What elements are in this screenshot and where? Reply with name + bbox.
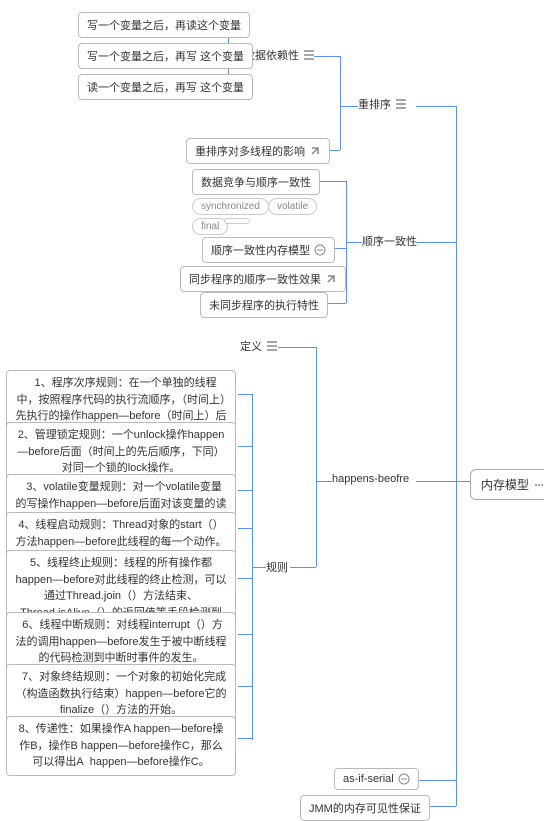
rule-3: 4、线程启动规则：Thread对象的start（）方法happen—before… bbox=[6, 512, 236, 555]
connector bbox=[278, 347, 316, 348]
leaf-text: 数据竞争与顺序一致性 bbox=[201, 174, 311, 190]
rule-7: 8、传递性：如果操作A happen—before操作B，操作B happen—… bbox=[6, 716, 236, 776]
rule-1: 2、管理锁定规则：一个unlock操作happen—before后面（时间上的先… bbox=[6, 422, 236, 482]
tag-empty bbox=[224, 218, 250, 224]
tag-text: final bbox=[201, 221, 219, 232]
hb-label: happens-beofre bbox=[332, 473, 409, 485]
root-label: 内存模型 bbox=[481, 476, 529, 493]
leaf-definition[interactable]: 定义 bbox=[240, 338, 278, 354]
leaf-text: as-if-serial bbox=[343, 773, 394, 785]
connector bbox=[416, 106, 456, 107]
rule-text: 7、对象终结规则：一个对象的初始化完成（构造函数执行结束）happen—befo… bbox=[15, 669, 227, 719]
connector bbox=[238, 686, 252, 687]
tag-final: final bbox=[192, 218, 228, 235]
connector bbox=[238, 394, 252, 395]
rules-label: 规则 bbox=[266, 559, 288, 575]
leaf-unsync: 未同步程序的执行特性 bbox=[200, 292, 328, 318]
minus-icon[interactable] bbox=[398, 773, 410, 785]
leaf-text: 同步程序的顺序一致性效果 bbox=[189, 271, 321, 287]
rule-text: 4、线程启动规则：Thread对象的start（）方法happen—before… bbox=[15, 517, 227, 550]
leaf-asif[interactable]: as-if-serial bbox=[334, 768, 419, 790]
connector bbox=[252, 567, 266, 568]
leaf-race: 数据竞争与顺序一致性 bbox=[192, 169, 320, 195]
leaf-text: 重排序对多线程的影响 bbox=[195, 143, 305, 159]
connector bbox=[238, 446, 252, 447]
rule-5: 6、线程中断规则：对线程interrupt（）方法的调用happen—befor… bbox=[6, 612, 236, 672]
connector bbox=[238, 528, 252, 529]
menu-icon bbox=[266, 340, 278, 352]
rule-text: 8、传递性：如果操作A happen—before操作B，操作B happen—… bbox=[15, 721, 227, 771]
leaf-dd-2: 读一个变量之后，再写 这个变量 bbox=[78, 74, 253, 100]
connector bbox=[346, 242, 362, 243]
connector bbox=[238, 634, 252, 635]
connector bbox=[314, 56, 340, 57]
leaf-text: 写一个变量之后，再写 这个变量 bbox=[87, 48, 244, 64]
connector bbox=[238, 490, 252, 491]
tag-text: synchronized bbox=[201, 201, 260, 212]
tag-sync: synchronized bbox=[192, 198, 269, 215]
leaf-seqmodel[interactable]: 顺序一致性内存模型 bbox=[202, 237, 335, 263]
connector bbox=[456, 106, 457, 782]
connector bbox=[416, 780, 456, 781]
connector bbox=[340, 56, 341, 150]
leaf-text: 写一个变量之后，再读这个变量 bbox=[87, 17, 241, 33]
minus-icon[interactable] bbox=[314, 244, 326, 256]
rule-text: 2、管理锁定规则：一个unlock操作happen—before后面（时间上的先… bbox=[15, 427, 227, 477]
connector bbox=[290, 567, 316, 568]
seq-label: 顺序一致性 bbox=[362, 233, 417, 249]
leaf-dd-1: 写一个变量之后，再写 这个变量 bbox=[78, 43, 253, 69]
rule-text: 6、线程中断规则：对线程interrupt（）方法的调用happen—befor… bbox=[15, 617, 227, 667]
connector bbox=[456, 481, 470, 482]
more-icon bbox=[533, 479, 544, 491]
leaf-text: 顺序一致性内存模型 bbox=[211, 242, 310, 258]
connector bbox=[316, 347, 317, 567]
connector bbox=[416, 481, 456, 482]
leaf-dd-0: 写一个变量之后，再读这个变量 bbox=[78, 12, 250, 38]
rule-6: 7、对象终结规则：一个对象的初始化完成（构造函数执行结束）happen—befo… bbox=[6, 664, 236, 724]
leaf-jmm: JMM的内存可见性保证 bbox=[300, 795, 430, 821]
menu-icon bbox=[395, 98, 407, 110]
root-node[interactable]: 内存模型 bbox=[470, 469, 544, 500]
branch-hb[interactable]: happens-beofre bbox=[332, 473, 409, 485]
external-icon bbox=[325, 273, 337, 285]
connector bbox=[238, 738, 252, 739]
branch-data-dep[interactable]: 数据依赖性 bbox=[244, 47, 315, 63]
connector bbox=[456, 780, 457, 806]
connector bbox=[316, 481, 332, 482]
branch-seq[interactable]: 顺序一致性 bbox=[362, 233, 417, 249]
reorder-label: 重排序 bbox=[358, 96, 391, 112]
leaf-text: 未同步程序的执行特性 bbox=[209, 297, 319, 313]
connector bbox=[346, 181, 347, 303]
leaf-synceff[interactable]: 同步程序的顺序一致性效果 bbox=[180, 266, 346, 292]
connector bbox=[416, 242, 456, 243]
connector bbox=[340, 106, 358, 107]
leaf-multithread[interactable]: 重排序对多线程的影响 bbox=[186, 138, 330, 164]
tag-volatile: volatile bbox=[268, 198, 317, 215]
external-icon bbox=[309, 145, 321, 157]
leaf-text: 定义 bbox=[240, 338, 262, 354]
branch-rules[interactable]: 规则 bbox=[266, 559, 288, 575]
leaf-text: 读一个变量之后，再写 这个变量 bbox=[87, 79, 244, 95]
tag-text: volatile bbox=[277, 201, 308, 212]
connector bbox=[252, 394, 253, 740]
branch-reorder[interactable]: 重排序 bbox=[358, 96, 407, 112]
connector bbox=[238, 578, 252, 579]
menu-icon bbox=[303, 49, 315, 61]
